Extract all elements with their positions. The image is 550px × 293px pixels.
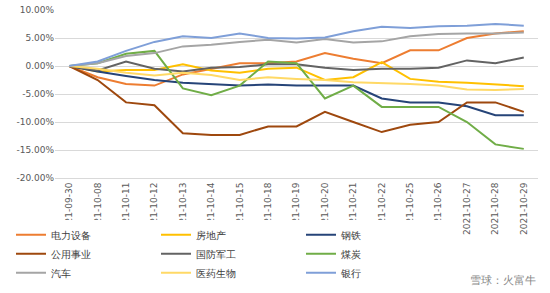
svg-text:汽车: 汽车	[51, 268, 71, 279]
svg-text:2021-10-08: 2021-10-08	[92, 182, 103, 235]
svg-text:2021-09-30: 2021-09-30	[64, 182, 75, 235]
svg-text:2021-10-29: 2021-10-29	[519, 182, 529, 235]
svg-text:2021-10-27: 2021-10-27	[462, 183, 472, 235]
svg-text:2021-10-26: 2021-10-26	[433, 182, 444, 235]
svg-text:2021-10-12: 2021-10-12	[149, 182, 160, 235]
svg-text:雪球：火富牛: 雪球：火富牛	[470, 274, 536, 287]
svg-text:煤炭: 煤炭	[341, 249, 361, 260]
svg-text:-20.00%: -20.00%	[16, 173, 54, 183]
svg-text:电力设备: 电力设备	[51, 230, 91, 241]
svg-text:公用事业: 公用事业	[51, 249, 91, 260]
svg-text:钢铁: 钢铁	[340, 230, 361, 241]
svg-text:2021-10-14: 2021-10-14	[206, 182, 217, 235]
svg-text:2021-10-18: 2021-10-18	[263, 182, 273, 235]
svg-text:-10.00%: -10.00%	[16, 117, 54, 127]
svg-text:2021-10-19: 2021-10-19	[291, 182, 302, 235]
svg-text:医药生物: 医药生物	[196, 268, 236, 279]
svg-text:-5.00%: -5.00%	[22, 89, 54, 99]
svg-text:2021-10-22: 2021-10-22	[376, 182, 387, 235]
svg-text:2021-10-11: 2021-10-11	[121, 182, 131, 235]
svg-text:国防军工: 国防军工	[196, 249, 236, 260]
svg-text:银行: 银行	[340, 268, 361, 279]
svg-text:5.00%: 5.00%	[25, 33, 54, 43]
svg-text:2021-10-25: 2021-10-25	[405, 182, 416, 235]
svg-text:2021-10-21: 2021-10-21	[348, 182, 359, 235]
svg-text:-15.00%: -15.00%	[16, 145, 54, 155]
svg-text:房地产: 房地产	[196, 230, 226, 241]
svg-text:2021-10-13: 2021-10-13	[177, 182, 188, 235]
svg-text:10.00%: 10.00%	[20, 5, 55, 15]
svg-text:0.00%: 0.00%	[25, 61, 54, 71]
svg-text:2021-10-20: 2021-10-20	[319, 182, 330, 235]
svg-text:2021-10-28: 2021-10-28	[490, 182, 500, 235]
svg-text:2021-10-15: 2021-10-15	[234, 182, 245, 235]
